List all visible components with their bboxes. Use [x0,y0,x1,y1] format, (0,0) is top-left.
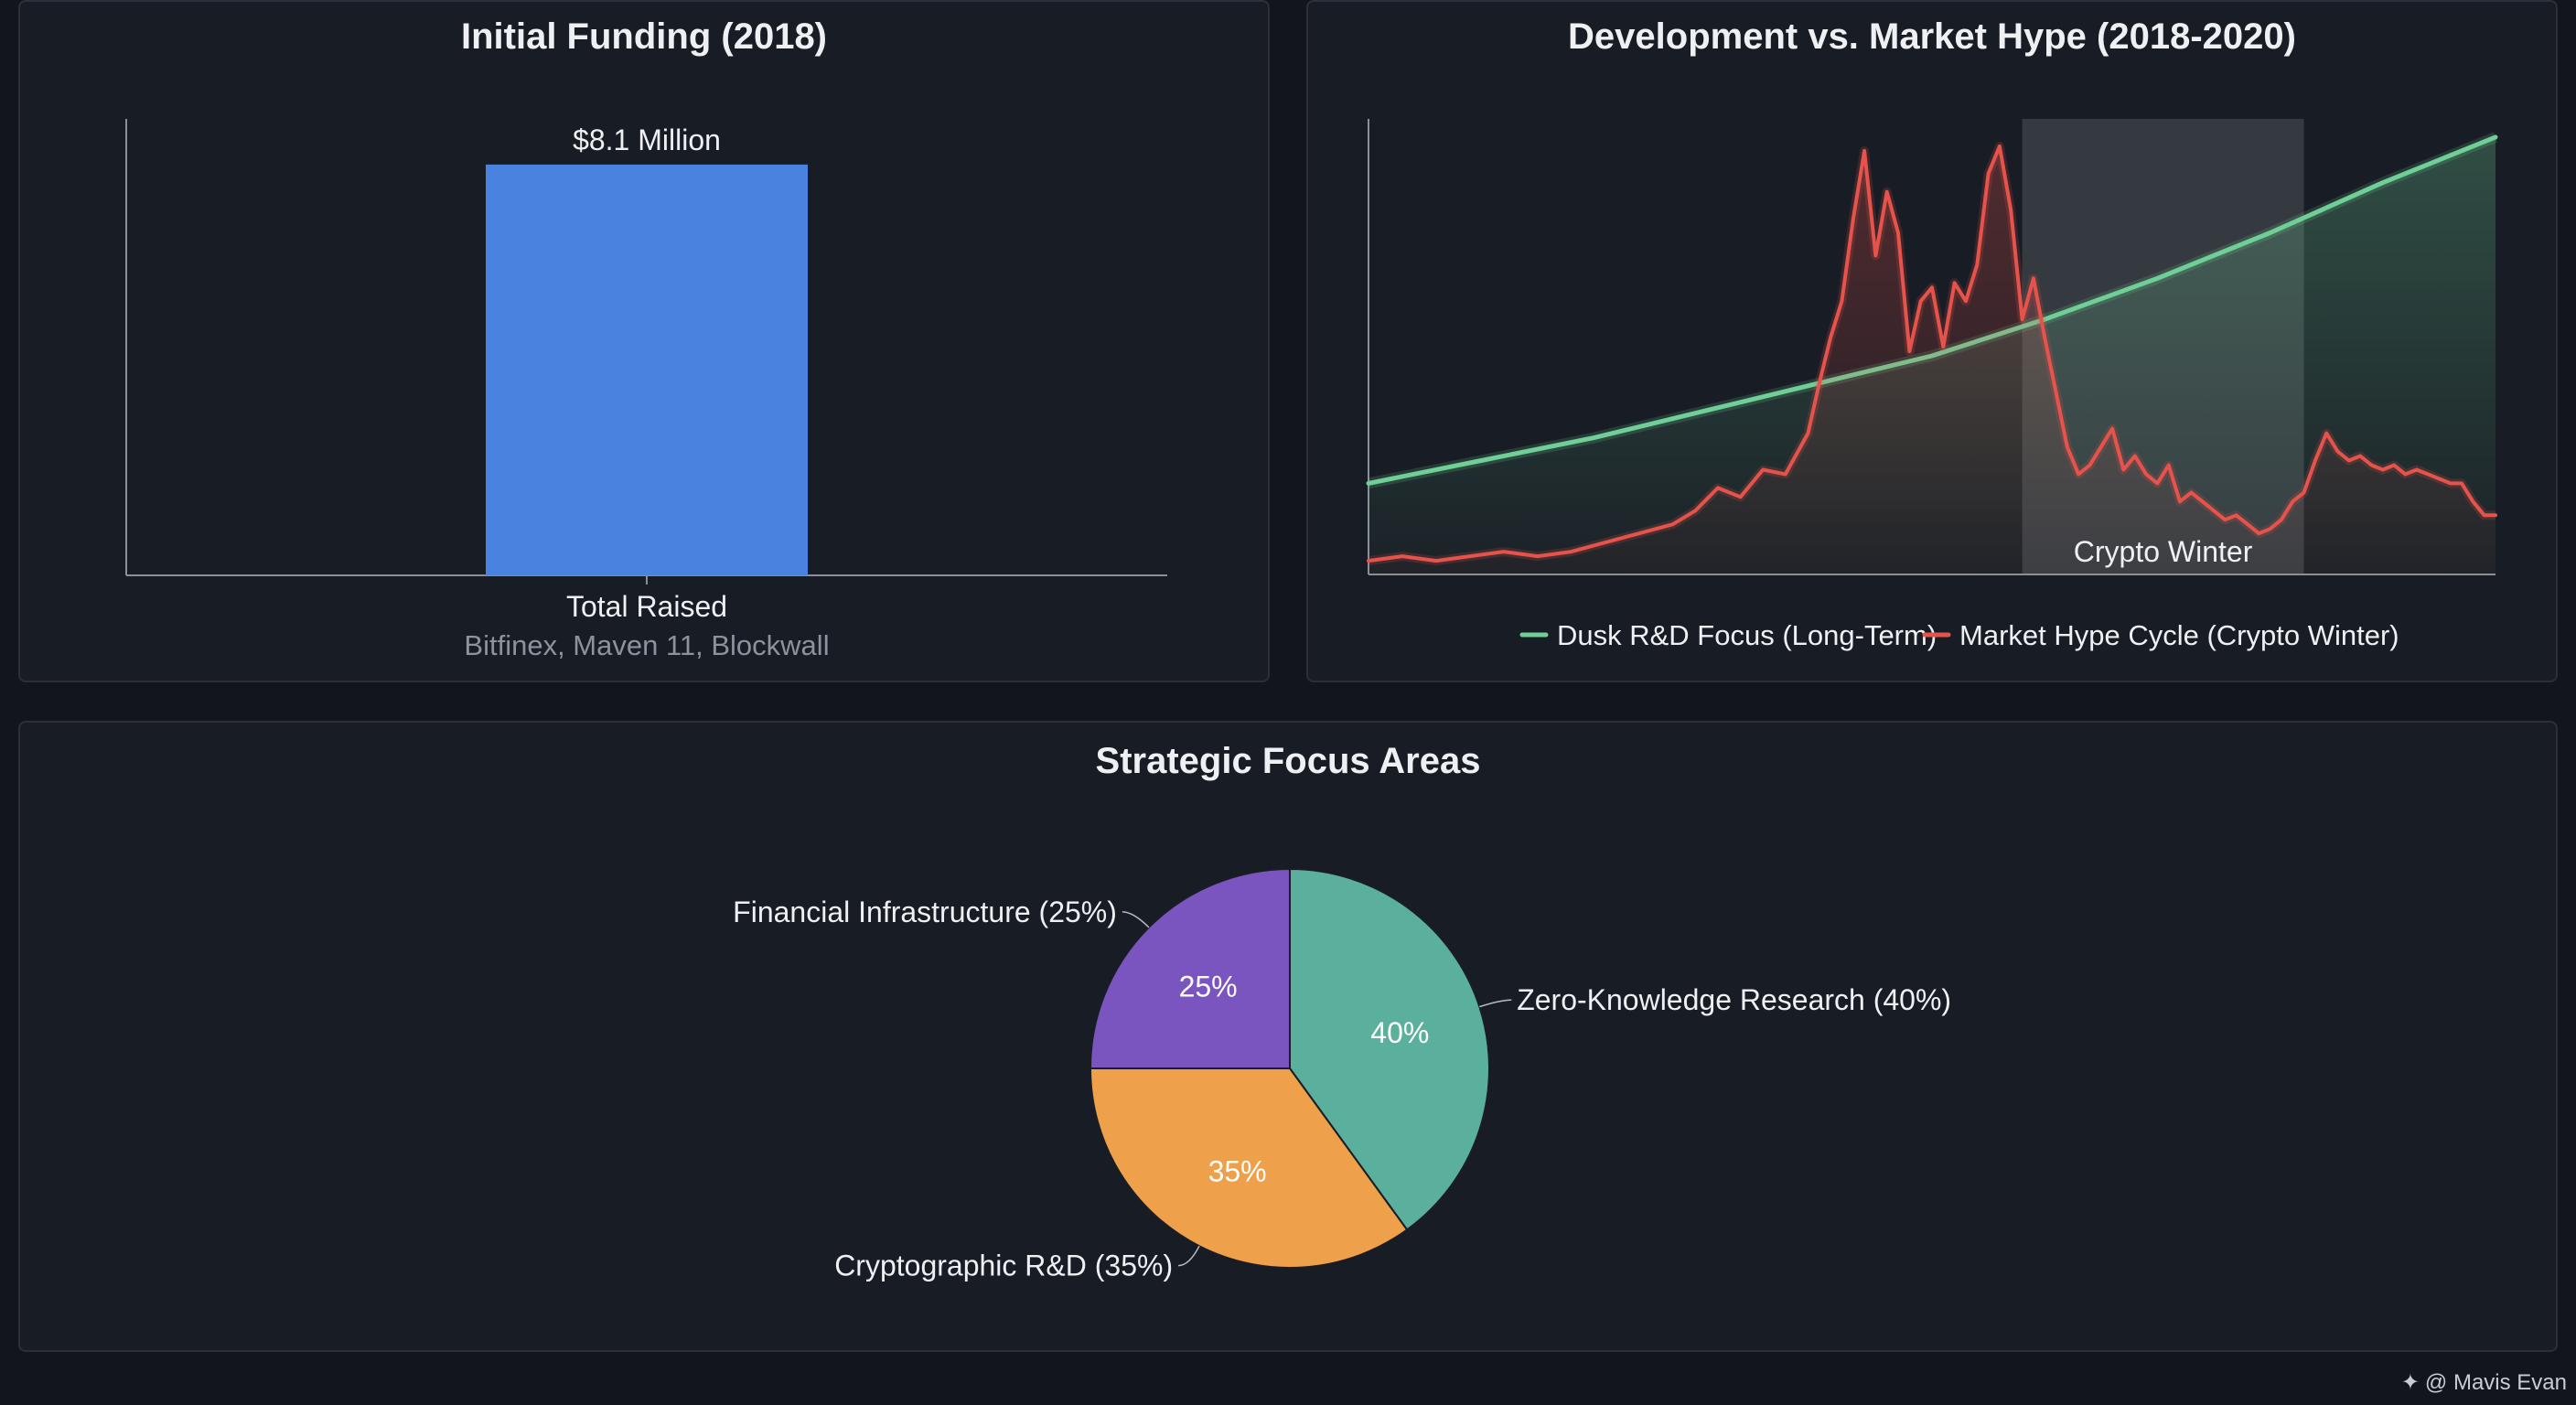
focus-panel: Strategic Focus Areas 40% Zero-Knowledge … [18,721,2558,1352]
hype-chart-title: Development vs. Market Hype (2018-2020) [1568,16,2296,57]
pie-slice-label: Cryptographic R&D (35%) [834,1249,1173,1282]
funding-chart-title: Initial Funding (2018) [460,16,828,57]
watermark-text: @ Mavis Evan [2424,1369,2567,1395]
crypto-winter-label: Crypto Winter [2074,535,2253,568]
pie-slice-label: Zero-Knowledge Research (40%) [1517,983,1951,1016]
pie-slice [1089,1067,1409,1270]
pie-leader-line [1178,1245,1200,1267]
x-tick-sublabel: Bitfinex, Maven 11, Blockwall [464,629,829,661]
watermark: ✦ @ Mavis Evan [2401,1369,2567,1396]
hype-panel: Development vs. Market Hype (2018-2020) … [1306,0,2558,682]
legend-label: Dusk R&D Focus (Long-Term) [1557,619,1937,651]
x-tick-label: Total Raised [566,590,727,623]
pie-leader-line [1479,999,1512,1008]
series-area-rd-focus [1368,136,2496,574]
pie-slice-percent-label: 25% [1179,971,1238,1003]
funding-panel: Initial Funding (2018) $8.1 Million Total… [18,0,1270,682]
pie-leader-line [1122,911,1150,928]
pie-slice-percent-label: 35% [1208,1155,1267,1188]
hype-line-chart: Crypto Winter Dusk R&D Focus (Long-Term) M… [1366,119,2498,651]
pie-slice [1289,867,1491,1231]
bar [486,164,808,575]
pie-slice-label: Financial Infrastructure (25%) [733,896,1117,928]
pie-slice-percent-label: 40% [1370,1016,1429,1049]
focus-pie-chart: 40% Zero-Knowledge Research (40%) 35% Crypt… [733,867,1951,1282]
focus-chart-title: Strategic Focus Areas [1095,741,1481,781]
pie-slice [1089,867,1291,1069]
sparkle-icon: ✦ [2400,1370,2420,1395]
bar-data-label: $8.1 Million [573,123,721,156]
series-area-market-hype [1368,145,2496,574]
legend-label: Market Hype Cycle (Crypto Winter) [1959,619,2399,651]
funding-bar-chart: $8.1 Million Total Raised Bitfinex, Maven … [125,119,1167,661]
series-line-market-hype [1367,144,2497,563]
